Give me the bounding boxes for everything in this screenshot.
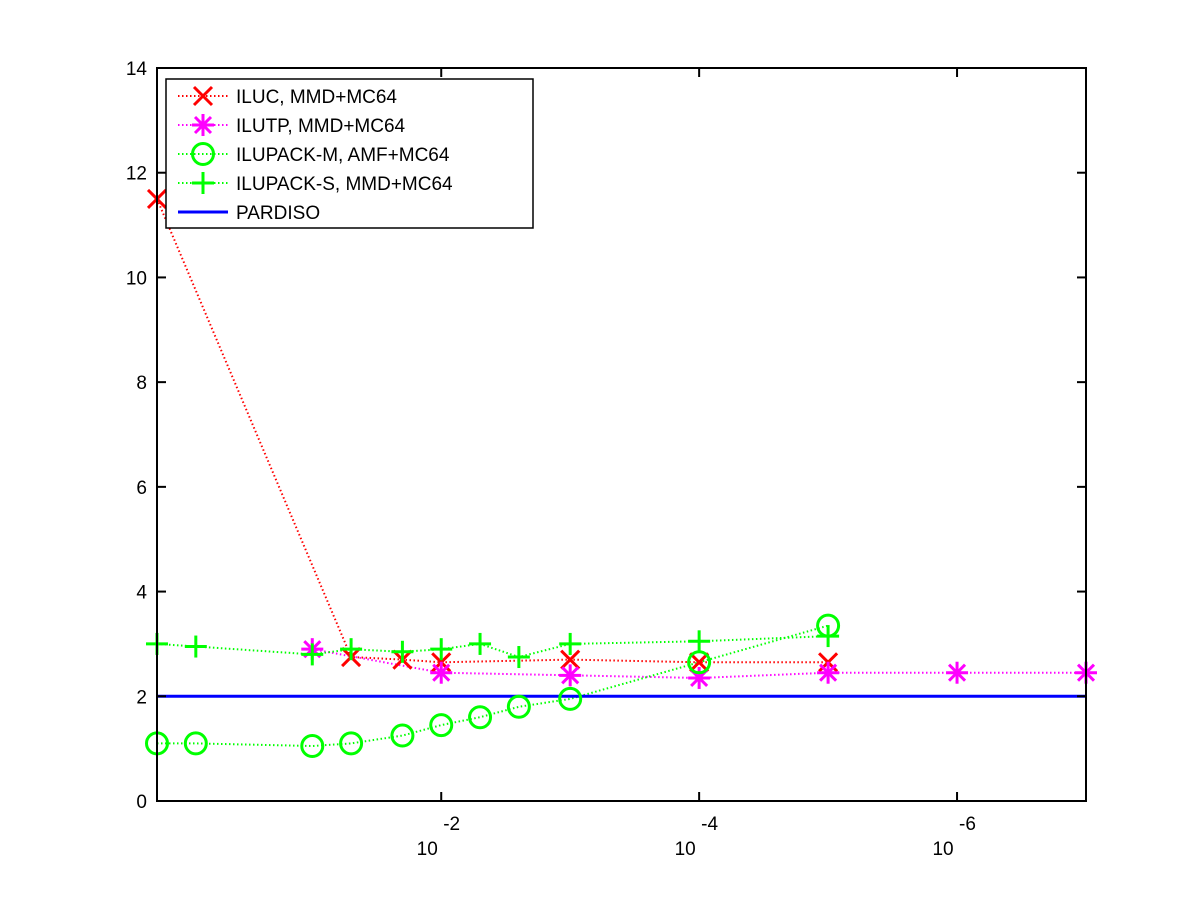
marker-circle-shape xyxy=(339,731,364,756)
y-tick-label: 8 xyxy=(136,373,147,394)
y-tick-label: 4 xyxy=(136,583,147,604)
data-point-ilutp-mmd-mc64 xyxy=(946,661,969,684)
legend-label-ilupack-m-amf-mc64: ILUPACK-M, AMF+MC64 xyxy=(236,145,450,166)
x-tick-label-exponent: -4 xyxy=(701,814,718,835)
data-point-iluc-mmd-mc64 xyxy=(689,652,710,673)
x-tick-label: 10 -6 xyxy=(932,814,975,860)
data-point-ilupack-m-amf-mc64 xyxy=(558,686,583,711)
data-point-ilupack-s-mmd-mc64 xyxy=(301,643,324,666)
data-point-ilupack-s-mmd-mc64 xyxy=(559,632,582,655)
marker-circle-shape xyxy=(429,713,454,738)
legend-marker-ilupack-m-amf-mc64 xyxy=(191,142,215,166)
data-point-ilupack-m-amf-mc64 xyxy=(429,713,454,738)
legend-marker-iluc-mmd-mc64 xyxy=(192,85,214,107)
data-point-ilupack-m-amf-mc64 xyxy=(183,731,208,756)
y-tick-label: 12 xyxy=(126,164,147,185)
data-point-ilupack-m-amf-mc64 xyxy=(339,731,364,756)
legend: ILUC, MMD+MC64 ILUTP, MMD+MC64 ILUPACK-M, … xyxy=(165,78,534,229)
marker-circle-shape xyxy=(506,694,531,719)
data-point-ilupack-s-mmd-mc64 xyxy=(688,630,711,653)
marker-circle-shape xyxy=(390,723,415,748)
marker-circle-shape xyxy=(183,731,208,756)
data-point-ilupack-m-amf-mc64 xyxy=(506,694,531,719)
axes-box xyxy=(156,67,1087,802)
data-point-ilupack-s-mmd-mc64 xyxy=(507,646,530,669)
marker-circle-shape xyxy=(468,705,493,730)
y-tick-label: 2 xyxy=(136,687,147,708)
y-tick-label: 0 xyxy=(136,792,147,813)
data-point-ilupack-m-amf-mc64 xyxy=(468,705,493,730)
marker-x-stroke xyxy=(689,652,710,673)
data-point-ilutp-mmd-mc64 xyxy=(430,661,453,684)
x-tick-label-base: 10 xyxy=(932,839,953,860)
x-tick-label-base: 10 xyxy=(417,839,438,860)
y-tick-label: 14 xyxy=(126,59,148,80)
data-point-ilupack-s-mmd-mc64 xyxy=(184,635,207,658)
data-point-ilupack-s-mmd-mc64 xyxy=(469,632,492,655)
marker-asterisk-stroke xyxy=(432,663,451,682)
x-tick-label-exponent: -2 xyxy=(443,814,460,835)
marker-asterisk-stroke xyxy=(819,663,838,682)
data-point-ilutp-mmd-mc64 xyxy=(817,661,840,684)
series-line-ilupack-m-amf-mc64 xyxy=(157,624,829,748)
marker-circle-shape xyxy=(558,686,583,711)
legend-label-pardiso: PARDISO xyxy=(236,203,320,224)
x-tick-label: 10-2 xyxy=(417,814,460,860)
data-point-ilupack-s-mmd-mc64 xyxy=(817,625,840,648)
data-point-ilupack-s-mmd-mc64 xyxy=(340,638,363,661)
y-tick-label: 6 xyxy=(136,478,147,499)
x-tick-label: 10-4 xyxy=(675,814,719,860)
marker-asterisk-stroke xyxy=(193,115,213,135)
data-point-ilupack-m-amf-mc64 xyxy=(390,723,415,748)
y-tick-label: 10 xyxy=(126,268,147,289)
legend-label-ilutp-mmd-mc64: ILUTP, MMD+MC64 xyxy=(236,116,406,137)
marker-x-stroke xyxy=(560,649,581,670)
legend-marker-ilupack-s-mmd-mc64 xyxy=(192,172,214,194)
marker-x-stroke xyxy=(192,85,214,107)
marker-layer xyxy=(145,188,1097,759)
data-point-ilutp-mmd-mc64 xyxy=(559,664,582,687)
x-tick-label-base: 10 xyxy=(675,839,696,860)
legend-label-iluc-mmd-mc64: ILUC, MMD+MC64 xyxy=(236,87,397,108)
marker-asterisk-stroke xyxy=(947,663,967,682)
x-tick-label-exponent: -6 xyxy=(959,814,976,835)
data-point-ilupack-m-amf-mc64 xyxy=(300,734,325,759)
marker-circle-shape xyxy=(191,142,215,166)
data-point-ilupack-s-mmd-mc64 xyxy=(430,638,453,661)
legend-marker-ilutp-mmd-mc64 xyxy=(192,114,214,136)
legend-label-ilupack-s-mmd-mc64: ILUPACK-S, MMD+MC64 xyxy=(236,174,453,195)
data-point-iluc-mmd-mc64 xyxy=(560,649,581,670)
marker-circle-shape xyxy=(300,734,325,759)
data-point-ilupack-s-mmd-mc64 xyxy=(391,640,414,663)
marker-asterisk-stroke xyxy=(561,666,580,685)
